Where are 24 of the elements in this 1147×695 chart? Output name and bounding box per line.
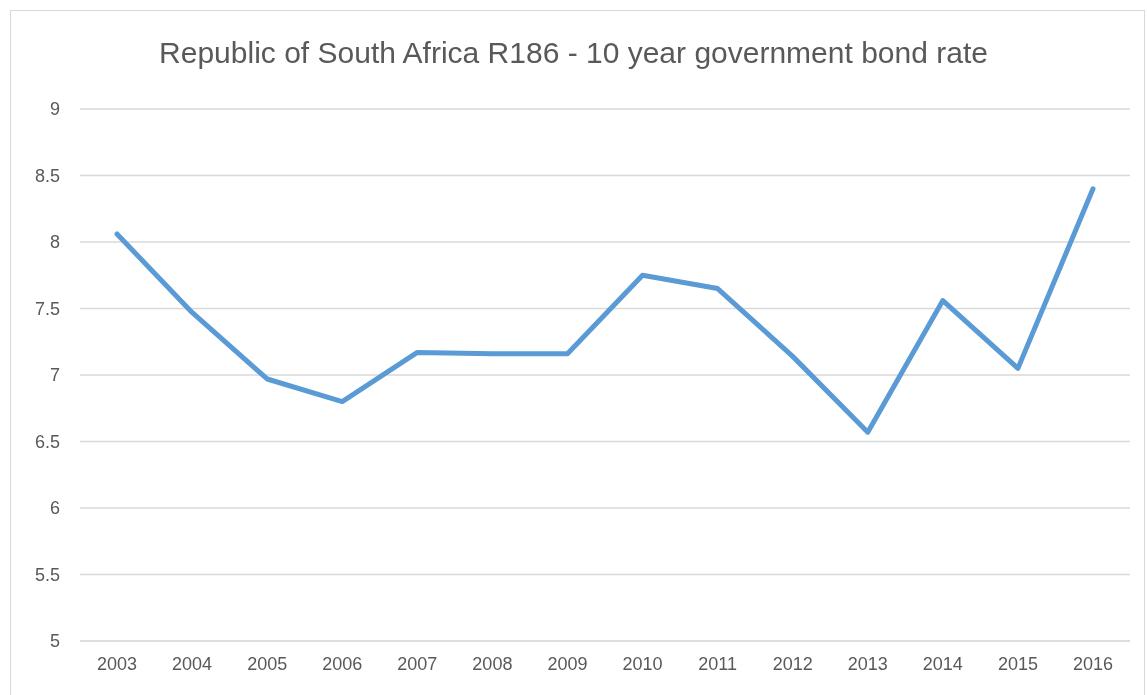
- x-tick-label: 2011: [698, 653, 737, 674]
- x-tick-label: 2008: [472, 653, 513, 674]
- y-tick-label: 7.5: [34, 298, 60, 319]
- x-tick-label: 2015: [997, 653, 1038, 674]
- y-tick-label: 5.5: [34, 564, 60, 585]
- x-tick-label: 2014: [922, 653, 963, 674]
- x-tick-label: 2009: [547, 653, 588, 674]
- chart-title: Republic of South Africa R186 - 10 year government bond rate: [158, 36, 989, 70]
- y-tick-label: 6.5: [34, 431, 60, 452]
- x-tick-label: 2003: [96, 653, 138, 674]
- y-tick-label: 5: [49, 631, 60, 652]
- x-tick-label: 2010: [622, 653, 663, 674]
- x-tick-label: 2016: [1072, 653, 1114, 674]
- y-tick-label: 7: [49, 365, 60, 386]
- y-tick-label: 8.5: [34, 165, 60, 186]
- x-tick-label: 2013: [847, 653, 888, 674]
- x-tick-label: 2004: [172, 653, 213, 674]
- x-tick-label: 2012: [772, 653, 813, 674]
- x-tick-label: 2007: [397, 653, 438, 674]
- y-tick-label: 8: [49, 232, 60, 253]
- x-tick-label: 2006: [322, 653, 363, 674]
- y-tick-label: 6: [49, 498, 60, 519]
- x-tick-label: 2005: [247, 653, 288, 674]
- y-tick-label: 9: [49, 99, 60, 120]
